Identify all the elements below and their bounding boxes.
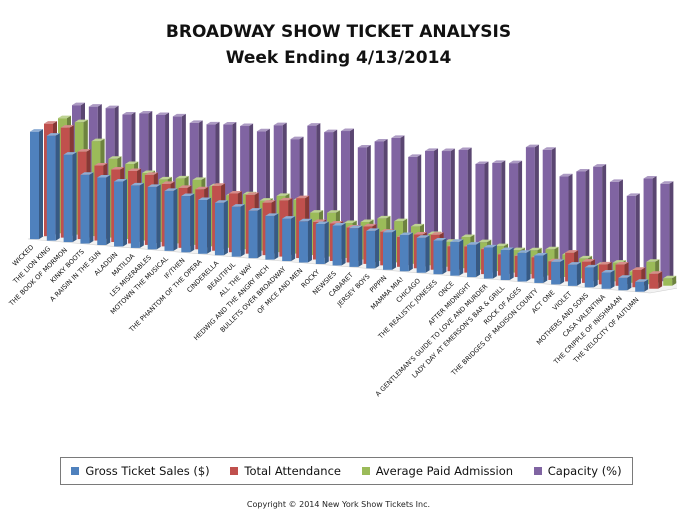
bar-gross-ticket-sales-chicago [416, 235, 430, 273]
bar-gross-ticket-sales-les-miserables [147, 184, 161, 250]
bar-gross-ticket-sales-the-phantom-of-the-opera [198, 197, 212, 254]
bar-gross-ticket-sales-wicked [30, 129, 43, 240]
bar-gross-ticket-sales-rocky [315, 221, 329, 264]
bar-capacity-mamma-mia [441, 148, 455, 263]
legend-swatch-gross [71, 467, 80, 475]
bar-gross-ticket-sales-a-gentleman-s-guide-to-love-and-murder [483, 244, 497, 279]
bar-gross-ticket-sales-pippin [383, 229, 397, 270]
bar-gross-ticket-sales-after-midnight [467, 242, 481, 278]
bar-gross-ticket-sales-a-raisin-in-the-sun [97, 175, 111, 246]
bar-average-paid-admission-the-velocity-of-autumn [663, 275, 677, 286]
bar-gross-ticket-sales-of-mice-and-men [298, 218, 312, 263]
bar-gross-ticket-sales-the-velocity-of-autumn [635, 279, 649, 292]
chart-legend: Gross Ticket Sales ($) Total Attendance … [60, 457, 633, 485]
bar-gross-ticket-sales-mamma-mia [399, 232, 413, 272]
bar-gross-ticket-sales-cabaret [349, 225, 363, 267]
legend-label-capacity: Capacity (%) [547, 464, 622, 478]
bar-gross-ticket-sales-act-one [551, 259, 565, 285]
bar-gross-ticket-sales-rock-of-ages [517, 250, 531, 282]
bar-gross-ticket-sales-matilda [130, 182, 144, 248]
chart-title: BROADWAY SHOW TICKET ANALYSIS [165, 22, 512, 42]
bar-capacity-a-gentleman-s-guide-to-love-and-murder [525, 144, 539, 270]
bar-gross-ticket-sales-kinky-boots [80, 172, 94, 244]
legend-swatch-average-paid [361, 467, 370, 475]
bar-gross-ticket-sales-aladdin [114, 178, 128, 247]
bar-capacity-the-realistic-joneses [475, 161, 489, 266]
legend-item-gross: Gross Ticket Sales ($) [71, 464, 210, 478]
bar-gross-ticket-sales-the-cripple-of-inishmaan [618, 275, 632, 291]
bar-gross-ticket-sales-the-realistic-joneses [433, 237, 447, 275]
tick-label-a-gentleman-s-guide-to-love-and-murder: A GENTLEMAN'S GUIDE TO LOVE AND MURDER [374, 282, 490, 398]
bar-gross-ticket-sales-all-the-way [248, 208, 262, 259]
legend-label-gross: Gross Ticket Sales ($) [85, 464, 210, 478]
bar-capacity-after-midnight [509, 160, 523, 269]
legend-item-capacity: Capacity (%) [533, 464, 622, 478]
bar-gross-ticket-sales-the-lion-king [46, 133, 60, 241]
bar-gross-ticket-sales-the-bridges-of-madison-county [534, 252, 548, 283]
bar-capacity-violet [609, 179, 623, 277]
bar-gross-ticket-sales-jersey-boys [366, 228, 380, 269]
legend-label-average-paid: Average Paid Admission [375, 464, 514, 478]
bar-capacity-lady-day-at-emerson-s-bar-grill [542, 147, 556, 272]
bar-total-attendance-the-velocity-of-autumn [649, 271, 663, 289]
bar-capacity-act-one [593, 164, 607, 276]
legend-item-attendance: Total Attendance [230, 464, 341, 478]
bar-gross-ticket-sales-newsies [332, 222, 346, 266]
legend-swatch-attendance [230, 467, 239, 475]
bar-capacity-rock-of-ages [559, 173, 573, 273]
bar-capacity-the-bridges-of-madison-county [576, 168, 590, 274]
bar-gross-ticket-sales-beautiful [231, 204, 245, 257]
bar-gross-ticket-sales-bullets-over-broadway [282, 216, 296, 262]
bar-gross-ticket-sales-casa-valentina [601, 270, 615, 289]
bar-gross-ticket-sales-mothers-and-sons [584, 264, 598, 288]
bar-gross-ticket-sales-hedwig-and-the-angry-inch [265, 213, 279, 260]
bar-gross-ticket-sales-cinderella [214, 200, 228, 256]
legend-swatch-capacity [533, 467, 542, 475]
chart-subtitle: Week Ending 4/13/2014 [225, 48, 452, 68]
bar-capacity-mothers-and-sons [626, 193, 640, 279]
bar-capacity-casa-valentina [643, 176, 657, 280]
bar-capacity-the-cripple-of-inishmaan [660, 181, 674, 282]
bar-gross-ticket-sales-the-book-of-mormon [63, 152, 77, 243]
bar-gross-ticket-sales-if-then [181, 193, 195, 253]
bar-capacity-once [492, 160, 506, 267]
legend-item-average-paid: Average Paid Admission [361, 464, 514, 478]
legend-label-attendance: Total Attendance [244, 464, 341, 478]
bar-gross-ticket-sales-lady-day-at-emerson-s-bar-grill [500, 247, 514, 281]
bar-gross-ticket-sales-violet [567, 262, 581, 286]
bar-gross-ticket-sales-once [450, 239, 464, 276]
copyright-text: Copyright © 2014 New York Show Tickets I… [246, 500, 431, 509]
bar-gross-ticket-sales-motown-the-musical [164, 188, 178, 251]
